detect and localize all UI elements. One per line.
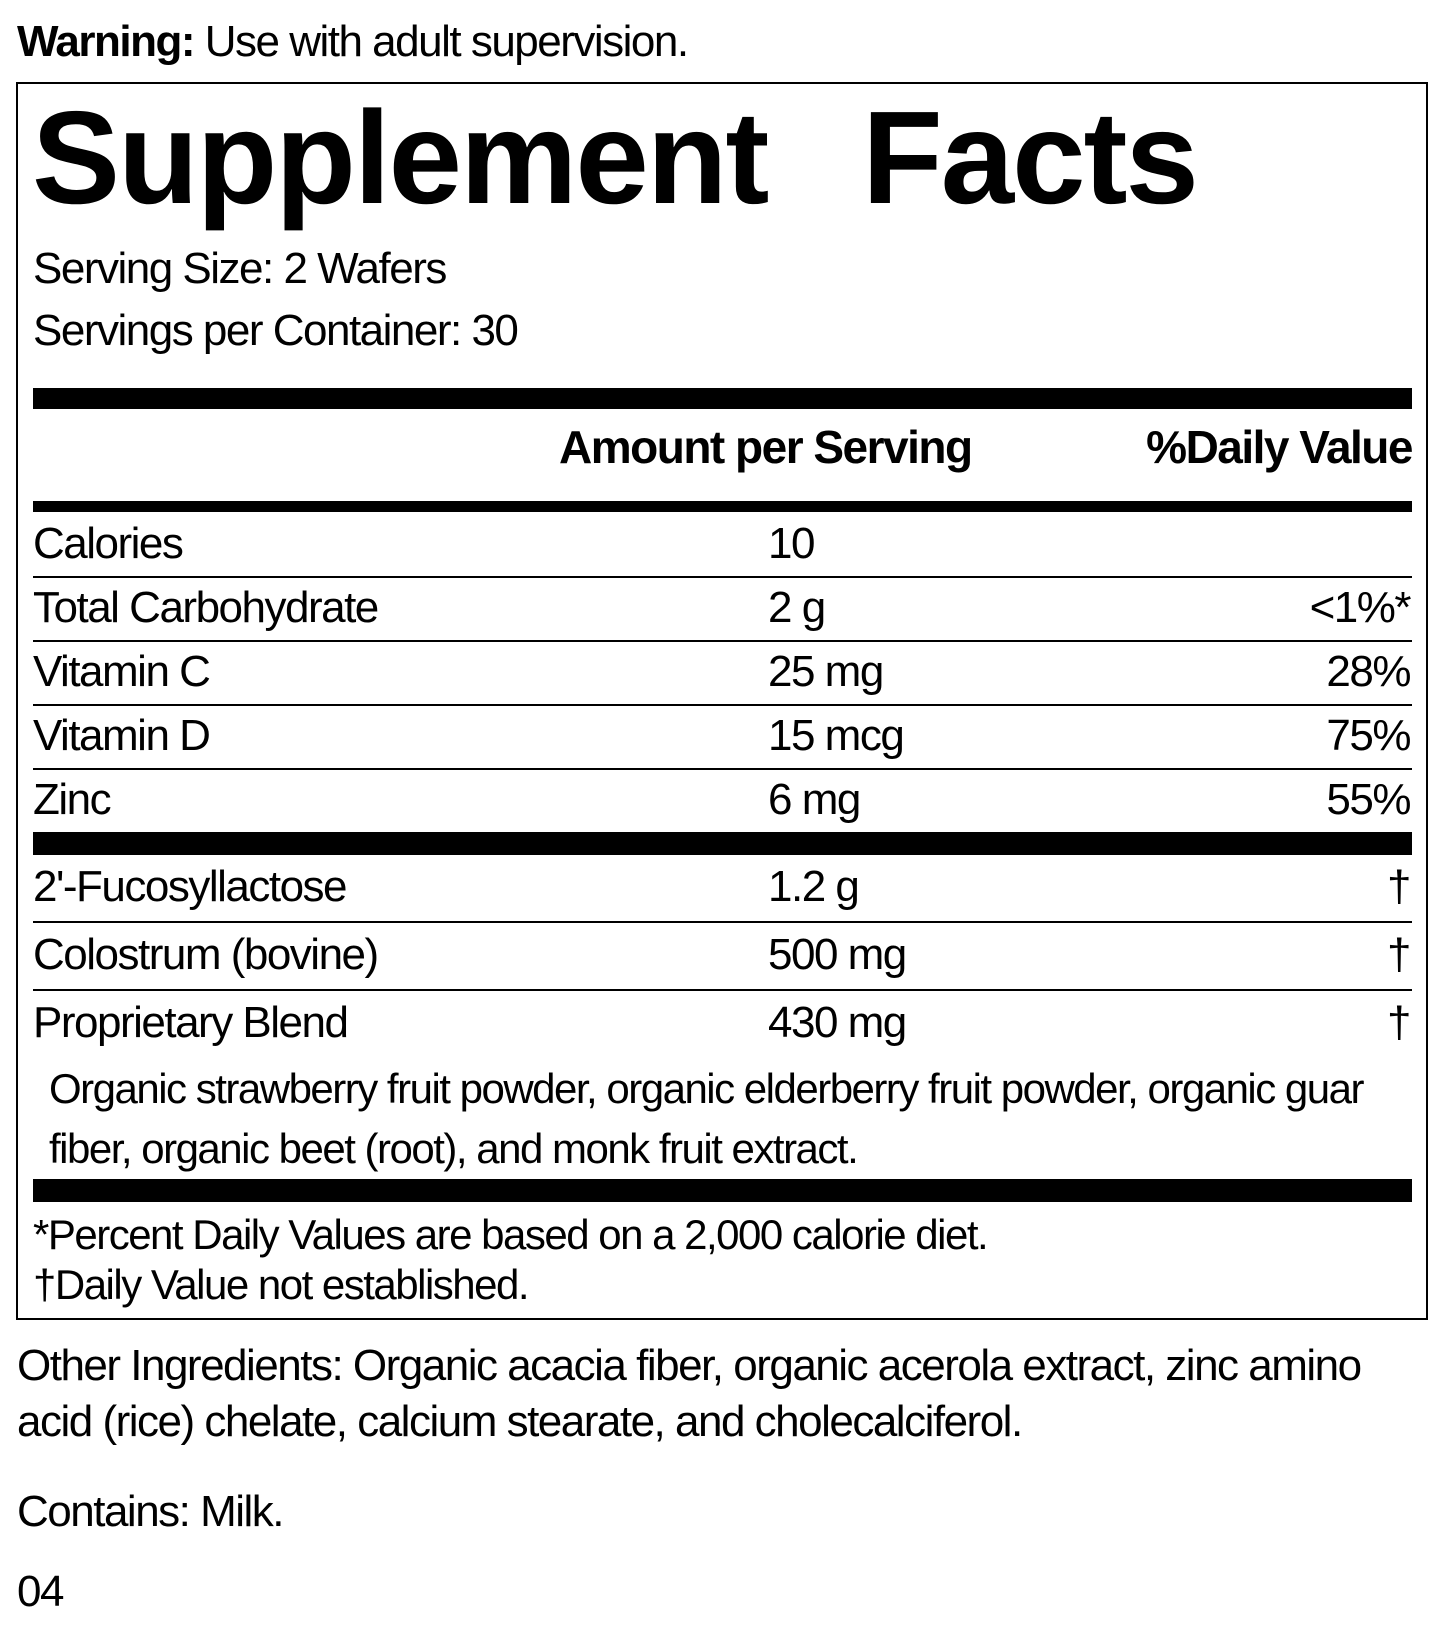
nutrient-row: Vitamin D 15 mcg 75% [33,704,1412,770]
ingredient-row: 2'-Fucosyllactose 1.2 g † [33,855,1412,923]
other-ingredients: Other Ingredients: Organic acacia fiber,… [17,1341,1362,1446]
nutrient-row: Total Carbohydrate 2 g <1%* [33,576,1412,642]
nutrient-amount: 15 mcg [768,711,905,760]
footnote-percent: *Percent Daily Values are based on a 2,0… [33,1211,989,1258]
nutrient-dv: 55% [1326,775,1411,824]
blend-description: Organic strawberry fruit powder, organic… [49,1065,1365,1172]
warning-text: Warning: Use with adult supervision. [17,17,689,66]
ingredient-name: Colostrum (bovine) [33,930,379,979]
warning-message: Use with adult supervision. [204,17,689,66]
nutrient-amount: 25 mg [768,647,884,696]
panel-title: Supplement Facts [32,84,1199,231]
thick-divider [33,832,1412,855]
nutrient-amount: 6 mg [768,775,861,824]
nutrient-dv: <1%* [1309,583,1412,632]
nutrient-name: Vitamin C [33,647,211,696]
allergen-statement: Contains: Milk. [17,1487,285,1536]
serving-size: Serving Size: 2 Wafers [33,244,447,293]
ingredient-dv: † [1387,998,1411,1047]
thick-divider [33,388,1412,409]
warning-label: Warning: [17,17,196,66]
nutrient-row: Calories 10 [33,512,1412,578]
nutrient-dv: 28% [1326,647,1411,696]
ingredient-amount: 500 mg [768,930,907,979]
nutrient-amount: 10 [768,519,815,568]
nutrient-name: Vitamin D [33,711,211,760]
ingredient-amount: 1.2 g [768,862,860,911]
ingredient-dv: † [1387,930,1411,979]
ingredient-amount: 430 mg [768,998,907,1047]
nutrient-dv: 75% [1326,711,1411,760]
thick-divider [33,1179,1412,1202]
ingredient-dv: † [1387,862,1411,911]
nutrient-row: Zinc 6 mg 55% [33,768,1412,832]
supplement-facts-panel: Supplement Facts Serving Size: 2 Wafers … [16,82,1428,1320]
ingredient-row: Proprietary Blend 430 mg † [33,991,1412,1051]
servings-per-container: Servings per Container: 30 [33,306,519,355]
label-code: 04 [17,1567,64,1616]
nutrient-name: Calories [33,519,184,568]
ingredient-row: Colostrum (bovine) 500 mg † [33,923,1412,991]
amount-header: Amount per Serving [559,421,973,473]
nutrient-row: Vitamin C 25 mg 28% [33,640,1412,706]
nutrient-name: Total Carbohydrate [33,583,379,632]
nutrient-amount: 2 g [768,583,826,632]
ingredient-name: Proprietary Blend [33,998,349,1047]
footnote-dagger: †Daily Value not established. [33,1261,530,1308]
ingredient-name: 2'-Fucosyllactose [33,862,348,911]
daily-value-header: %Daily Value [1146,421,1413,473]
nutrient-name: Zinc [33,775,112,824]
medium-divider [33,501,1412,512]
